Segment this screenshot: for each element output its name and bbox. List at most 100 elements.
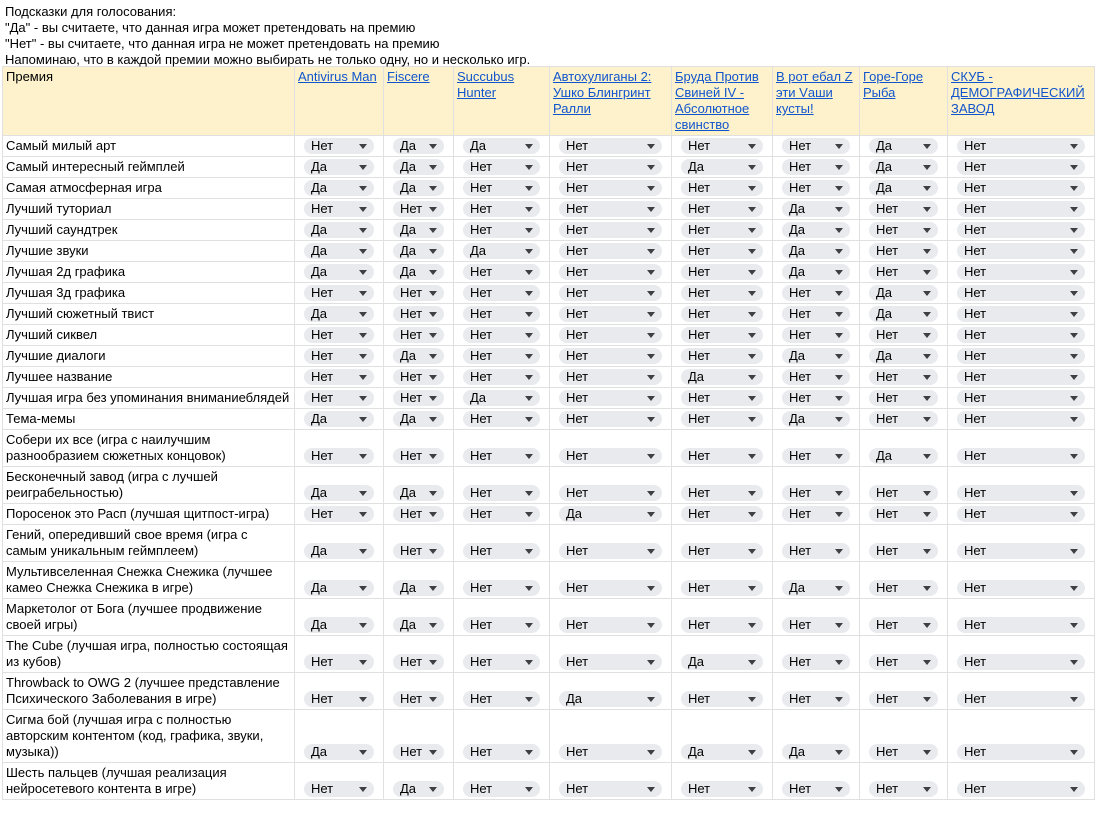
vote-dropdown[interactable]: Нет bbox=[869, 327, 938, 343]
vote-dropdown[interactable]: Нет bbox=[463, 781, 540, 797]
vote-dropdown[interactable]: Да bbox=[869, 138, 938, 154]
vote-dropdown[interactable]: Нет bbox=[393, 654, 444, 670]
vote-dropdown[interactable]: Нет bbox=[463, 348, 540, 364]
vote-dropdown[interactable]: Нет bbox=[681, 390, 763, 406]
vote-dropdown[interactable]: Нет bbox=[869, 411, 938, 427]
vote-dropdown[interactable]: Нет bbox=[681, 264, 763, 280]
vote-dropdown[interactable]: Нет bbox=[957, 327, 1085, 343]
vote-dropdown[interactable]: Нет bbox=[393, 390, 444, 406]
vote-dropdown[interactable]: Нет bbox=[681, 306, 763, 322]
vote-dropdown[interactable]: Нет bbox=[463, 691, 540, 707]
vote-dropdown[interactable]: Нет bbox=[393, 369, 444, 385]
vote-dropdown[interactable]: Да bbox=[304, 617, 374, 633]
game-link[interactable]: Fiscere bbox=[387, 69, 430, 84]
vote-dropdown[interactable]: Нет bbox=[957, 411, 1085, 427]
vote-dropdown[interactable]: Нет bbox=[463, 617, 540, 633]
vote-dropdown[interactable]: Нет bbox=[559, 306, 662, 322]
vote-dropdown[interactable]: Нет bbox=[782, 159, 850, 175]
vote-dropdown[interactable]: Нет bbox=[393, 327, 444, 343]
vote-dropdown[interactable]: Нет bbox=[782, 485, 850, 501]
vote-dropdown[interactable]: Нет bbox=[681, 781, 763, 797]
vote-dropdown[interactable]: Нет bbox=[304, 390, 374, 406]
game-link[interactable]: Бруда Против Свиней IV - Абсолютное свин… bbox=[675, 69, 759, 132]
vote-dropdown[interactable]: Да bbox=[681, 159, 763, 175]
vote-dropdown[interactable]: Нет bbox=[393, 201, 444, 217]
vote-dropdown[interactable]: Нет bbox=[681, 448, 763, 464]
vote-dropdown[interactable]: Нет bbox=[869, 390, 938, 406]
vote-dropdown[interactable]: Нет bbox=[393, 691, 444, 707]
vote-dropdown[interactable]: Нет bbox=[463, 264, 540, 280]
vote-dropdown[interactable]: Нет bbox=[957, 744, 1085, 760]
vote-dropdown[interactable]: Нет bbox=[681, 411, 763, 427]
vote-dropdown[interactable]: Нет bbox=[559, 201, 662, 217]
vote-dropdown[interactable]: Да bbox=[869, 159, 938, 175]
vote-dropdown[interactable]: Нет bbox=[463, 580, 540, 596]
vote-dropdown[interactable]: Нет bbox=[559, 159, 662, 175]
vote-dropdown[interactable]: Да bbox=[869, 285, 938, 301]
vote-dropdown[interactable]: Нет bbox=[559, 264, 662, 280]
vote-dropdown[interactable]: Да bbox=[393, 781, 444, 797]
vote-dropdown[interactable]: Нет bbox=[957, 285, 1085, 301]
vote-dropdown[interactable]: Нет bbox=[869, 781, 938, 797]
vote-dropdown[interactable]: Нет bbox=[393, 448, 444, 464]
vote-dropdown[interactable]: Нет bbox=[559, 390, 662, 406]
vote-dropdown[interactable]: Да bbox=[393, 138, 444, 154]
vote-dropdown[interactable]: Да bbox=[304, 744, 374, 760]
vote-dropdown[interactable]: Нет bbox=[869, 744, 938, 760]
vote-dropdown[interactable]: Нет bbox=[463, 485, 540, 501]
vote-dropdown[interactable]: Да bbox=[393, 180, 444, 196]
vote-dropdown[interactable]: Нет bbox=[782, 781, 850, 797]
vote-dropdown[interactable]: Нет bbox=[681, 506, 763, 522]
vote-dropdown[interactable]: Нет bbox=[681, 243, 763, 259]
vote-dropdown[interactable]: Нет bbox=[957, 306, 1085, 322]
vote-dropdown[interactable]: Нет bbox=[559, 285, 662, 301]
vote-dropdown[interactable]: Да bbox=[304, 159, 374, 175]
vote-dropdown[interactable]: Нет bbox=[463, 369, 540, 385]
vote-dropdown[interactable]: Нет bbox=[304, 448, 374, 464]
vote-dropdown[interactable]: Нет bbox=[559, 411, 662, 427]
vote-dropdown[interactable]: Нет bbox=[463, 744, 540, 760]
vote-dropdown[interactable]: Нет bbox=[957, 180, 1085, 196]
vote-dropdown[interactable]: Нет bbox=[393, 543, 444, 559]
vote-dropdown[interactable]: Да bbox=[559, 691, 662, 707]
vote-dropdown[interactable]: Нет bbox=[463, 654, 540, 670]
vote-dropdown[interactable]: Да bbox=[393, 222, 444, 238]
vote-dropdown[interactable]: Нет bbox=[782, 448, 850, 464]
vote-dropdown[interactable]: Нет bbox=[681, 691, 763, 707]
vote-dropdown[interactable]: Да bbox=[393, 243, 444, 259]
vote-dropdown[interactable]: Да bbox=[304, 306, 374, 322]
game-link[interactable]: В рот ебал Z эти Vаши кусты! bbox=[776, 69, 853, 116]
vote-dropdown[interactable]: Да bbox=[463, 243, 540, 259]
vote-dropdown[interactable]: Нет bbox=[782, 654, 850, 670]
vote-dropdown[interactable]: Нет bbox=[559, 369, 662, 385]
game-link[interactable]: Antivirus Man bbox=[298, 69, 377, 84]
vote-dropdown[interactable]: Нет bbox=[393, 744, 444, 760]
vote-dropdown[interactable]: Нет bbox=[681, 180, 763, 196]
vote-dropdown[interactable]: Нет bbox=[869, 506, 938, 522]
vote-dropdown[interactable]: Нет bbox=[869, 222, 938, 238]
vote-dropdown[interactable]: Нет bbox=[957, 159, 1085, 175]
vote-dropdown[interactable]: Нет bbox=[463, 180, 540, 196]
vote-dropdown[interactable]: Нет bbox=[559, 781, 662, 797]
vote-dropdown[interactable]: Нет bbox=[304, 506, 374, 522]
vote-dropdown[interactable]: Да bbox=[869, 180, 938, 196]
vote-dropdown[interactable]: Нет bbox=[957, 485, 1085, 501]
vote-dropdown[interactable]: Нет bbox=[559, 222, 662, 238]
vote-dropdown[interactable]: Нет bbox=[782, 306, 850, 322]
vote-dropdown[interactable]: Да bbox=[782, 744, 850, 760]
vote-dropdown[interactable]: Нет bbox=[782, 390, 850, 406]
vote-dropdown[interactable]: Да bbox=[393, 264, 444, 280]
vote-dropdown[interactable]: Нет bbox=[393, 285, 444, 301]
vote-dropdown[interactable]: Да bbox=[304, 411, 374, 427]
vote-dropdown[interactable]: Да bbox=[782, 264, 850, 280]
vote-dropdown[interactable]: Да bbox=[393, 348, 444, 364]
vote-dropdown[interactable]: Нет bbox=[559, 448, 662, 464]
vote-dropdown[interactable]: Нет bbox=[559, 327, 662, 343]
vote-dropdown[interactable]: Нет bbox=[559, 180, 662, 196]
vote-dropdown[interactable]: Нет bbox=[393, 506, 444, 522]
game-link[interactable]: Succubus Hunter bbox=[457, 69, 515, 100]
vote-dropdown[interactable]: Нет bbox=[681, 285, 763, 301]
vote-dropdown[interactable]: Нет bbox=[681, 485, 763, 501]
vote-dropdown[interactable]: Нет bbox=[463, 543, 540, 559]
vote-dropdown[interactable]: Да bbox=[304, 222, 374, 238]
